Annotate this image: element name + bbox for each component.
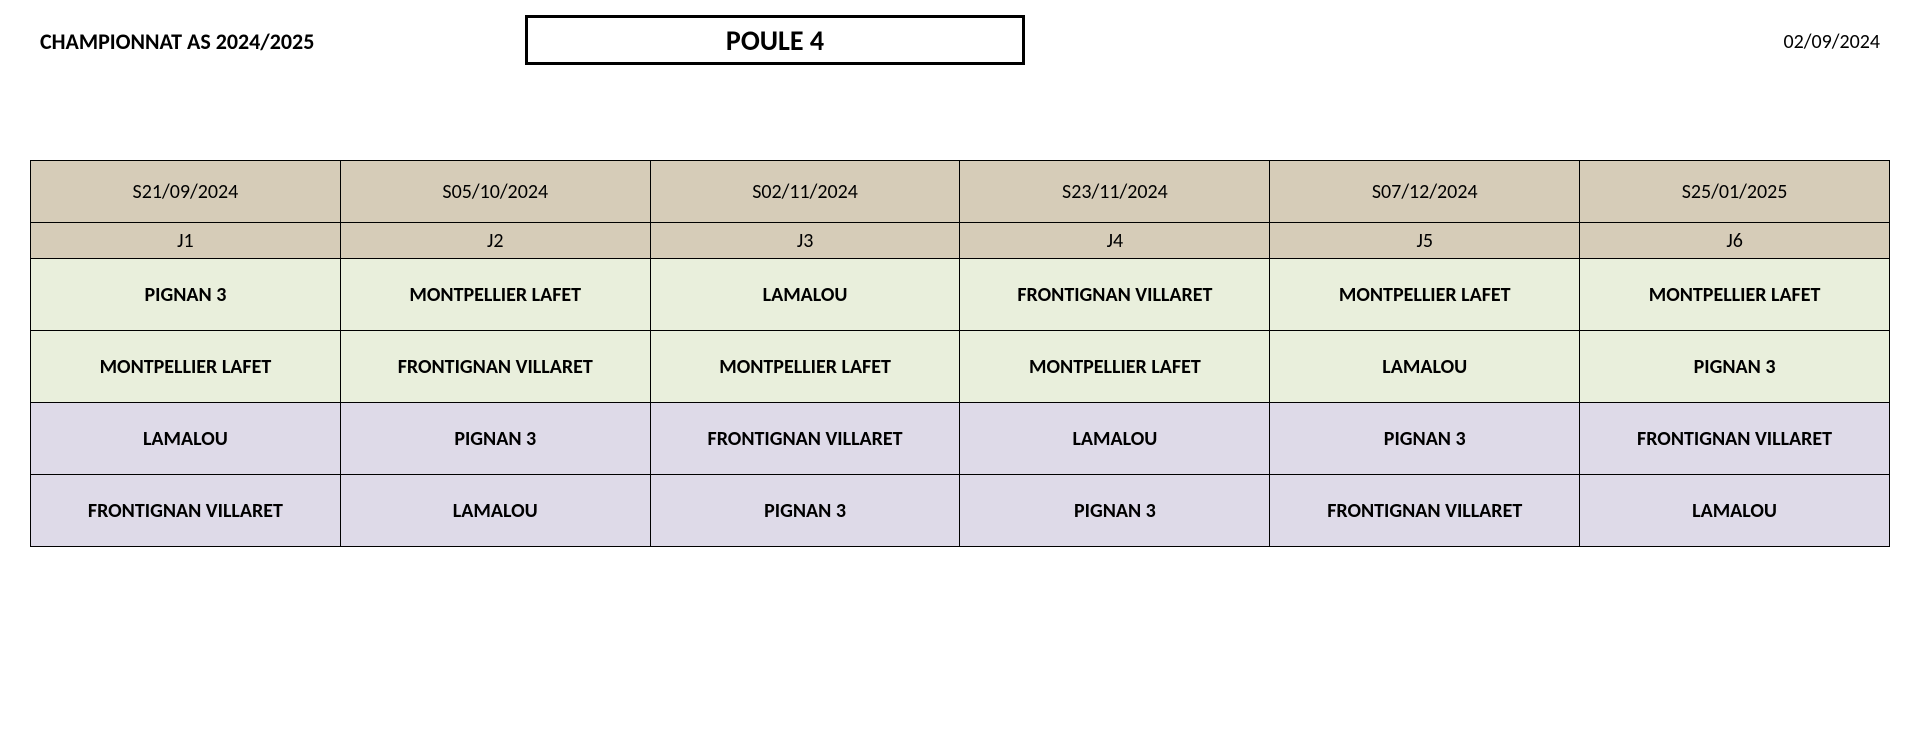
team-cell: PIGNAN 3: [650, 475, 960, 547]
team-cell: LAMALOU: [340, 475, 650, 547]
team-cell: PIGNAN 3: [1270, 403, 1580, 475]
team-cell: FRONTIGNAN VILLARET: [340, 331, 650, 403]
team-cell: MONTPELLIER LAFET: [340, 259, 650, 331]
team-cell: LAMALOU: [1580, 475, 1890, 547]
team-cell: FRONTIGNAN VILLARET: [31, 475, 341, 547]
team-cell: MONTPELLIER LAFET: [31, 331, 341, 403]
team-row: PIGNAN 3 MONTPELLIER LAFET LAMALOU FRONT…: [31, 259, 1890, 331]
team-row: MONTPELLIER LAFET FRONTIGNAN VILLARET MO…: [31, 331, 1890, 403]
rounds-row: J1 J2 J3 J4 J5 J6: [31, 223, 1890, 259]
team-cell: PIGNAN 3: [1580, 331, 1890, 403]
team-cell: PIGNAN 3: [960, 475, 1270, 547]
team-cell: PIGNAN 3: [31, 259, 341, 331]
date-cell: S25/01/2025: [1580, 161, 1890, 223]
team-cell: FRONTIGNAN VILLARET: [960, 259, 1270, 331]
schedule-table-container: S21/09/2024 S05/10/2024 S02/11/2024 S23/…: [0, 90, 1920, 547]
team-cell: LAMALOU: [31, 403, 341, 475]
team-cell: LAMALOU: [960, 403, 1270, 475]
dates-row: S21/09/2024 S05/10/2024 S02/11/2024 S23/…: [31, 161, 1890, 223]
date-cell: S05/10/2024: [340, 161, 650, 223]
round-cell: J5: [1270, 223, 1580, 259]
schedule-table: S21/09/2024 S05/10/2024 S02/11/2024 S23/…: [30, 160, 1890, 547]
date-cell: S21/09/2024: [31, 161, 341, 223]
poule-title-box: POULE 4: [525, 15, 1025, 65]
team-row: FRONTIGNAN VILLARET LAMALOU PIGNAN 3 PIG…: [31, 475, 1890, 547]
team-cell: PIGNAN 3: [340, 403, 650, 475]
round-cell: J2: [340, 223, 650, 259]
team-row: LAMALOU PIGNAN 3 FRONTIGNAN VILLARET LAM…: [31, 403, 1890, 475]
team-cell: MONTPELLIER LAFET: [960, 331, 1270, 403]
team-cell: LAMALOU: [650, 259, 960, 331]
team-cell: MONTPELLIER LAFET: [1580, 259, 1890, 331]
team-cell: FRONTIGNAN VILLARET: [1270, 475, 1580, 547]
round-cell: J6: [1580, 223, 1890, 259]
document-date: 02/09/2024: [1783, 30, 1880, 54]
round-cell: J4: [960, 223, 1270, 259]
document-header: CHAMPIONNAT AS 2024/2025 POULE 4 02/09/2…: [0, 0, 1920, 90]
round-cell: J1: [31, 223, 341, 259]
date-cell: S23/11/2024: [960, 161, 1270, 223]
team-cell: MONTPELLIER LAFET: [1270, 259, 1580, 331]
team-cell: FRONTIGNAN VILLARET: [650, 403, 960, 475]
round-cell: J3: [650, 223, 960, 259]
date-cell: S02/11/2024: [650, 161, 960, 223]
team-cell: MONTPELLIER LAFET: [650, 331, 960, 403]
date-cell: S07/12/2024: [1270, 161, 1580, 223]
team-cell: LAMALOU: [1270, 331, 1580, 403]
championship-title: CHAMPIONNAT AS 2024/2025: [40, 28, 314, 55]
team-cell: FRONTIGNAN VILLARET: [1580, 403, 1890, 475]
